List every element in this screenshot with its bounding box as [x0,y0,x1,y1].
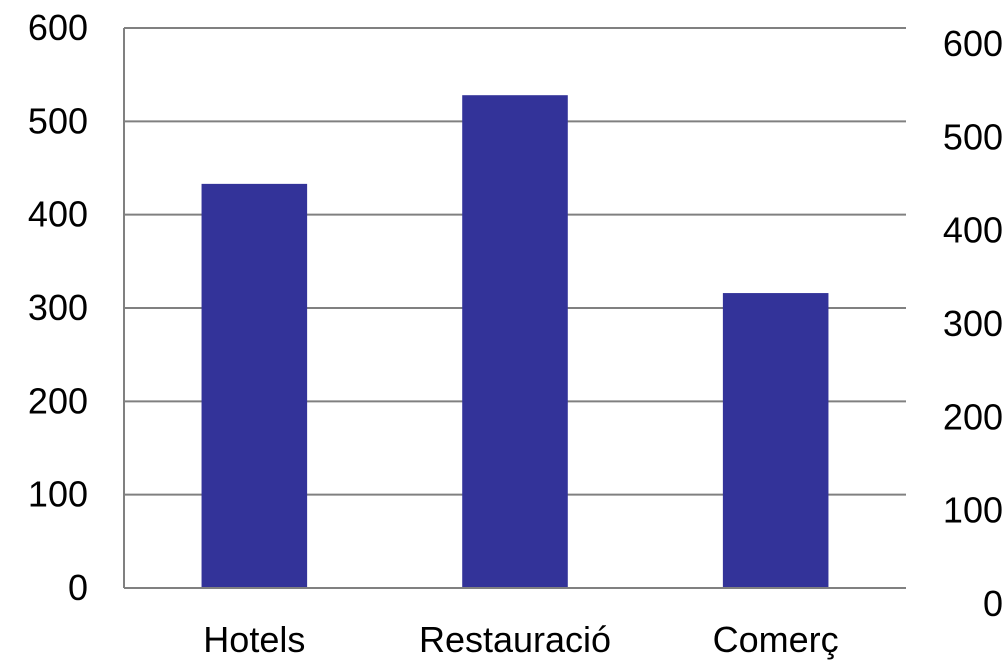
y-tick-label: 300 [28,287,88,328]
secondary-y-tick-label: 600 [943,23,1003,64]
x-category-label: Restauració [419,619,611,660]
bars [201,95,829,588]
secondary-y-tick-label: 100 [943,490,1003,531]
x-category-label: Comerç [713,619,839,660]
bar-restauraci- [462,95,568,588]
y-tick-label: 400 [28,194,88,235]
secondary-y-tick-label: 300 [943,303,1003,344]
left-y-axis-tick-labels: 0 100 200 300 400 500 600 [28,7,88,608]
x-category-label: Hotels [203,619,305,660]
bar-comer- [722,293,829,588]
y-tick-label: 200 [28,380,88,421]
axes [123,28,906,589]
y-tick-label: 100 [28,474,88,515]
bar-hotels [201,183,308,588]
secondary-y-tick-label: 200 [943,396,1003,437]
x-axis-category-labels: Hotels Restauració Comerç [203,619,838,660]
y-tick-label: 500 [28,100,88,141]
right-y-axis-tick-labels: 0 100 200 300 400 500 600 [943,23,1003,624]
secondary-y-tick-label: 400 [943,210,1003,251]
secondary-y-tick-label: 500 [943,116,1003,157]
y-tick-label: 600 [28,7,88,48]
y-tick-label: 0 [68,567,88,608]
secondary-y-tick-label: 0 [983,583,1003,624]
